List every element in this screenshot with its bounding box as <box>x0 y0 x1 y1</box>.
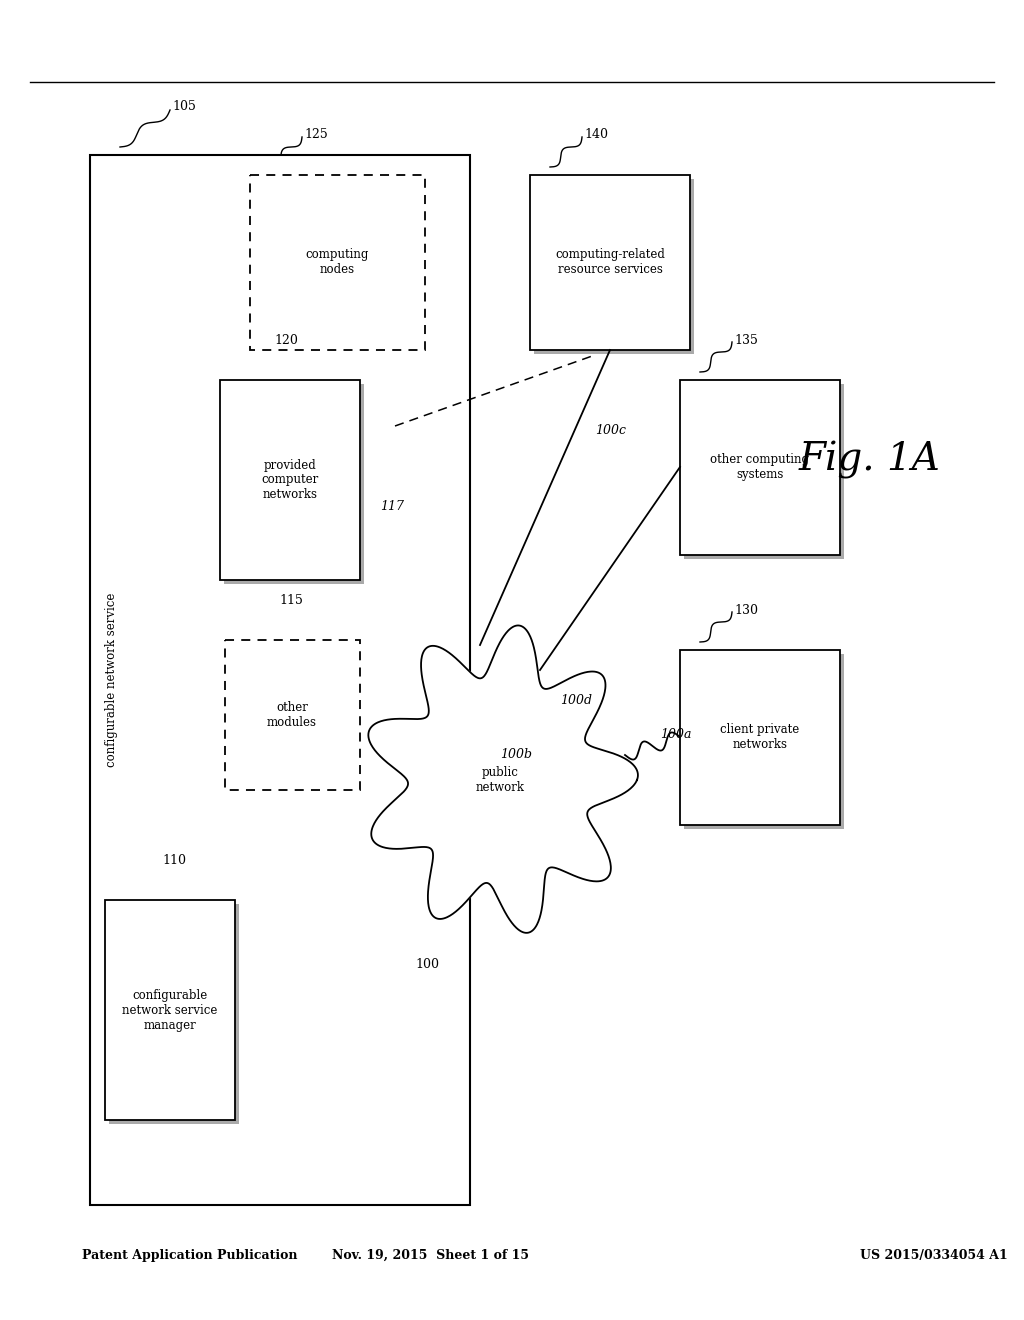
Text: 100c: 100c <box>595 424 626 437</box>
Bar <box>109 904 239 1125</box>
Text: configurable
network service
manager: configurable network service manager <box>122 989 218 1031</box>
Text: computing-related
resource services: computing-related resource services <box>555 248 665 276</box>
Text: configurable network service: configurable network service <box>105 593 119 767</box>
Bar <box>680 649 840 825</box>
Polygon shape <box>369 626 638 933</box>
Text: 100a: 100a <box>660 729 691 742</box>
Text: 100b: 100b <box>500 748 532 762</box>
Text: 105: 105 <box>172 100 196 114</box>
Text: 100d: 100d <box>560 693 592 706</box>
Text: Fig. 1A: Fig. 1A <box>799 441 941 479</box>
Text: 125: 125 <box>304 128 328 141</box>
Text: 120: 120 <box>274 334 298 346</box>
Text: 140: 140 <box>584 128 608 141</box>
Text: computing
nodes: computing nodes <box>305 248 369 276</box>
Text: 135: 135 <box>734 334 758 346</box>
Text: 130: 130 <box>734 603 758 616</box>
Text: other computing
systems: other computing systems <box>711 453 810 480</box>
Text: Patent Application Publication: Patent Application Publication <box>82 1249 297 1262</box>
Bar <box>534 180 694 354</box>
Text: 100: 100 <box>415 958 439 972</box>
Text: client private
networks: client private networks <box>720 723 800 751</box>
Text: public
network: public network <box>475 766 524 795</box>
Text: 117: 117 <box>380 499 404 512</box>
Text: 115: 115 <box>279 594 303 606</box>
Text: provided
computer
networks: provided computer networks <box>261 458 318 502</box>
Bar <box>250 176 425 350</box>
Text: US 2015/0334054 A1: US 2015/0334054 A1 <box>860 1249 1008 1262</box>
Bar <box>225 640 360 789</box>
Bar <box>680 380 840 554</box>
Bar <box>90 154 470 1205</box>
Bar <box>684 384 844 558</box>
Bar <box>684 653 844 829</box>
Text: Nov. 19, 2015  Sheet 1 of 15: Nov. 19, 2015 Sheet 1 of 15 <box>332 1249 528 1262</box>
Bar <box>105 900 234 1119</box>
Bar <box>224 384 364 583</box>
Bar <box>220 380 360 579</box>
Bar <box>530 176 690 350</box>
Text: other
modules: other modules <box>267 701 317 729</box>
Text: 110: 110 <box>162 854 186 866</box>
